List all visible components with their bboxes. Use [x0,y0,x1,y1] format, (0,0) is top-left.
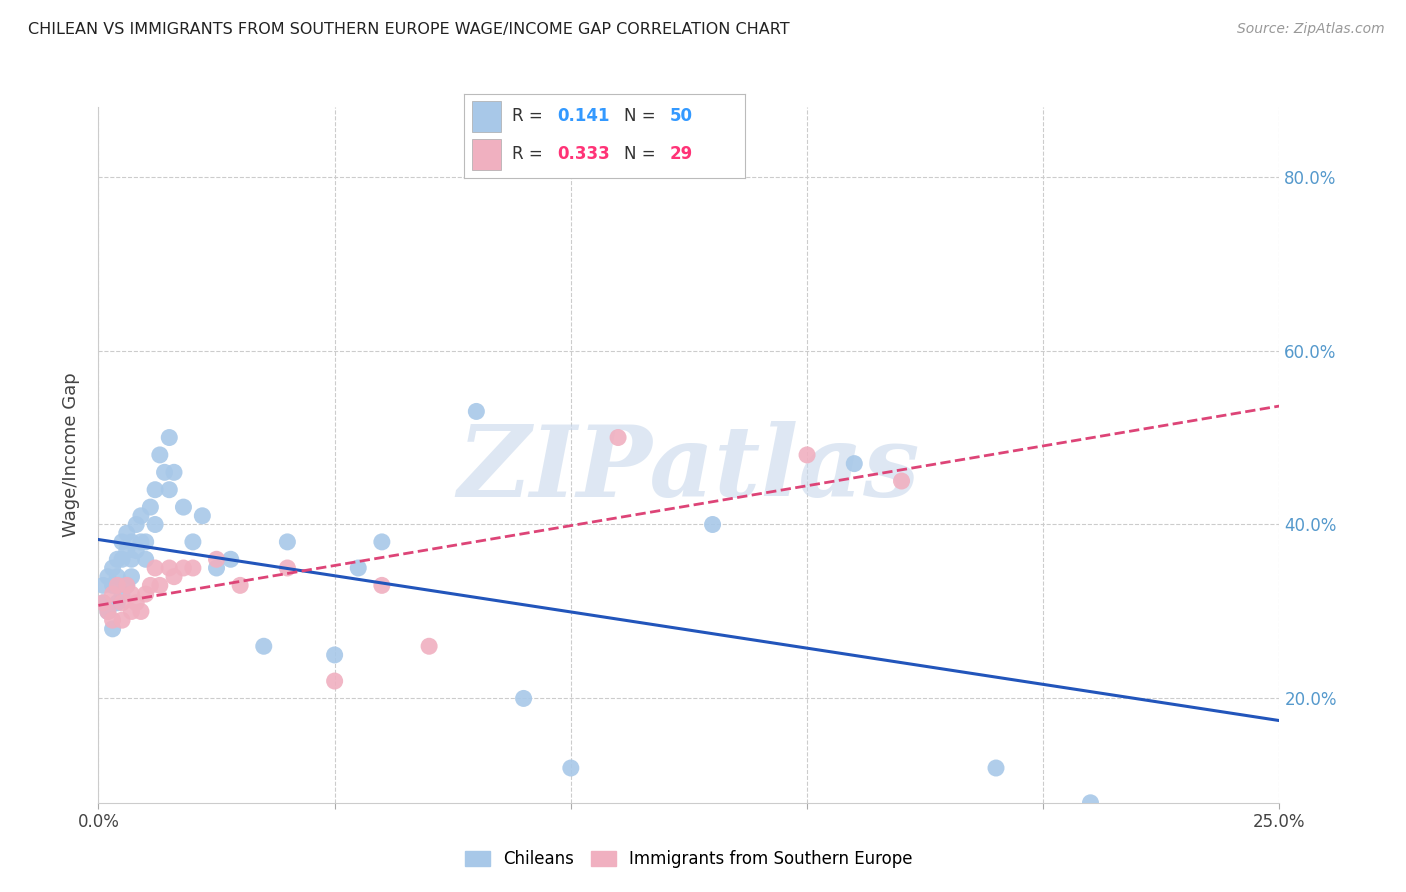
Point [607,430,630,444]
Point [135,552,157,566]
Point [139,578,162,592]
Point [560,761,582,775]
Point [157,561,180,575]
Point [323,648,346,662]
Text: 0.333: 0.333 [557,145,610,163]
Point [111,596,134,610]
Point [125,596,148,610]
Point [276,534,298,549]
Text: 0.141: 0.141 [557,107,609,125]
Point [97,605,120,619]
Point [143,517,166,532]
Point [157,430,180,444]
Point [121,587,143,601]
Point [111,613,134,627]
Point [115,526,138,541]
Point [181,534,204,549]
Text: CHILEAN VS IMMIGRANTS FROM SOUTHERN EUROPE WAGE/INCOME GAP CORRELATION CHART: CHILEAN VS IMMIGRANTS FROM SOUTHERN EURO… [28,22,790,37]
Point [172,500,194,514]
Point [101,561,124,575]
Point [111,534,134,549]
Text: 50: 50 [669,107,692,125]
Point [149,578,172,592]
Point [984,761,1007,775]
Point [702,517,724,532]
Point [105,570,128,584]
Point [121,552,143,566]
Text: 29: 29 [669,145,693,163]
Point [135,587,157,601]
Point [143,561,166,575]
Point [796,448,818,462]
Point [1080,796,1102,810]
Point [91,596,114,610]
Point [101,622,124,636]
Point [115,578,138,592]
Point [163,570,186,584]
Text: R =: R = [512,107,548,125]
Point [205,552,228,566]
Point [172,561,194,575]
Point [371,534,394,549]
Point [143,483,166,497]
Point [101,578,124,592]
Point [105,552,128,566]
Point [121,534,143,549]
Point [129,605,152,619]
Point [121,570,143,584]
Point [153,466,176,480]
Point [105,578,128,592]
Point [371,578,394,592]
Point [115,578,138,592]
Point [129,534,152,549]
Text: N =: N = [624,145,661,163]
Text: N =: N = [624,107,661,125]
Point [101,613,124,627]
Point [115,543,138,558]
Point [125,517,148,532]
Point [125,543,148,558]
Point [129,508,152,523]
Point [97,605,120,619]
Bar [472,139,501,169]
Point [149,448,172,462]
Point [97,570,120,584]
Point [91,578,114,592]
Point [139,500,162,514]
Point [111,587,134,601]
Point [844,457,866,471]
Point [101,587,124,601]
Point [157,483,180,497]
Text: ZIPatlas: ZIPatlas [458,421,920,517]
Point [163,466,186,480]
Point [135,534,157,549]
Point [253,639,276,653]
Legend: Chileans, Immigrants from Southern Europe: Chileans, Immigrants from Southern Europ… [458,843,920,874]
Bar [472,102,501,132]
Point [205,561,228,575]
Point [105,596,128,610]
Point [191,508,214,523]
Text: Source: ZipAtlas.com: Source: ZipAtlas.com [1237,22,1385,37]
Point [323,674,346,689]
Y-axis label: Wage/Income Gap: Wage/Income Gap [62,373,80,537]
Point [512,691,534,706]
Point [181,561,204,575]
Point [121,605,143,619]
Point [347,561,370,575]
Point [276,561,298,575]
Point [229,578,252,592]
Point [465,404,488,418]
Text: R =: R = [512,145,548,163]
Point [91,596,114,610]
Point [418,639,440,653]
Point [111,552,134,566]
Point [890,474,912,488]
Point [219,552,242,566]
